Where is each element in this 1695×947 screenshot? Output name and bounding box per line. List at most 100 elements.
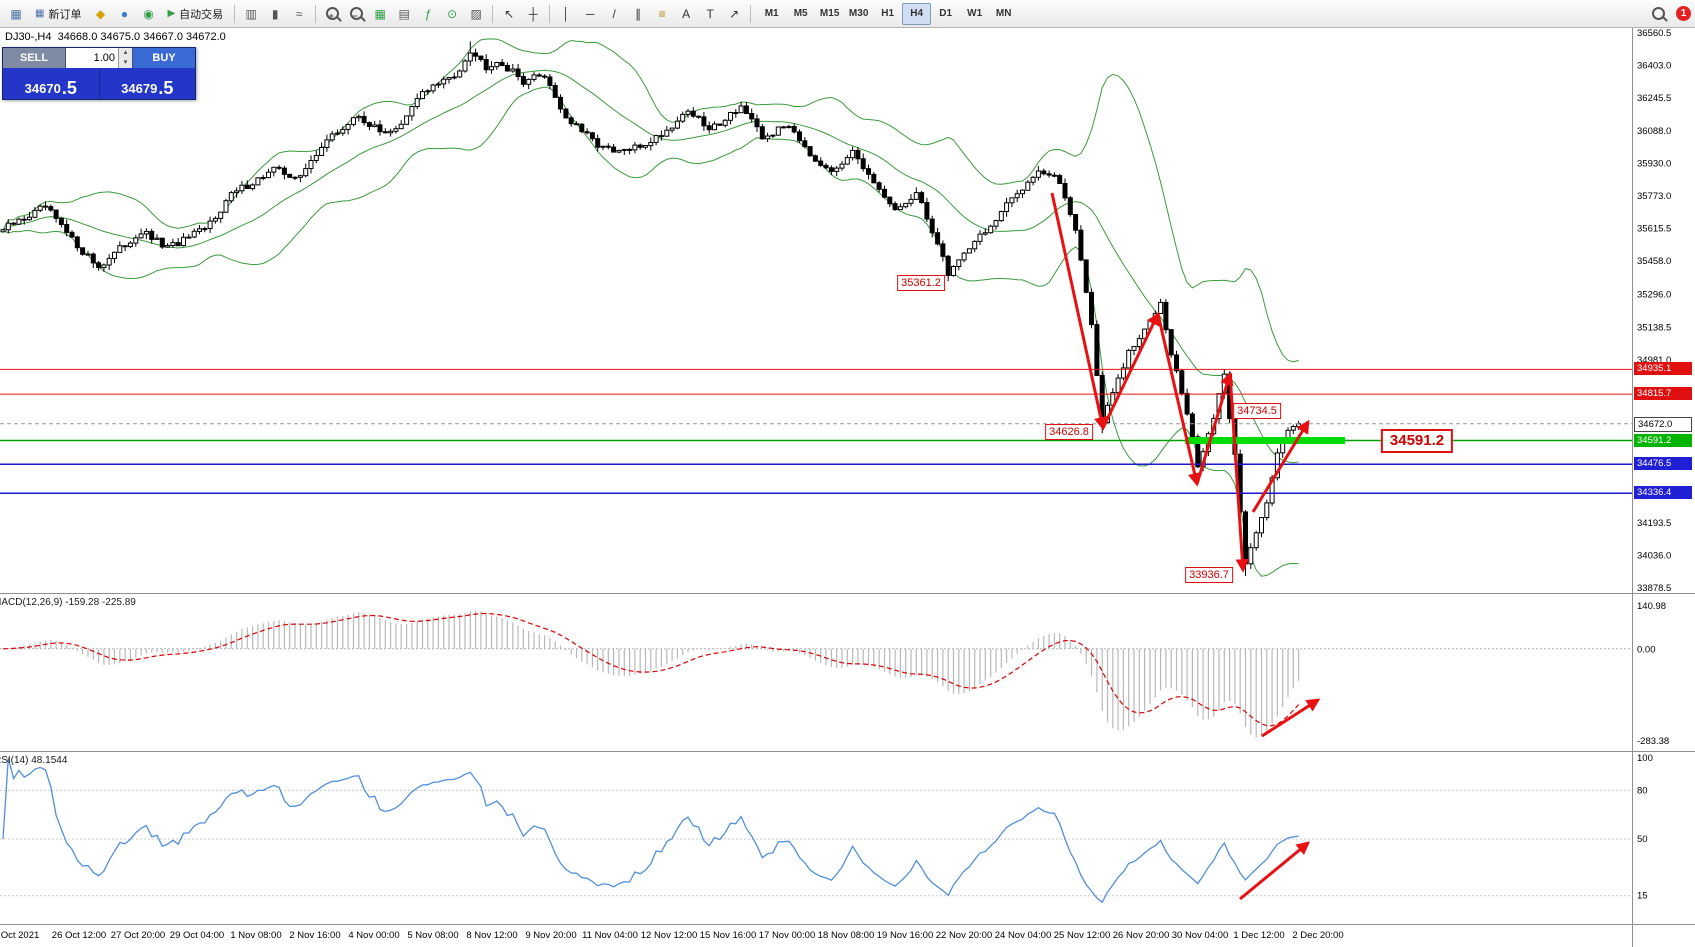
price-axis[interactable]: [1633, 28, 1695, 925]
timeframe-buttons: M1 M5 M15 M30 H1 H4 D1 W1 MN: [757, 2, 1018, 25]
sell-button[interactable]: SELL: [3, 48, 65, 68]
svg-text:34193.5: 34193.5: [1637, 518, 1671, 529]
line-chart-icon[interactable]: ≈: [295, 6, 303, 21]
svg-text:36245.5: 36245.5: [1637, 93, 1671, 104]
timeframe-d1[interactable]: D1: [939, 7, 953, 19]
svg-text:35458.0: 35458.0: [1637, 256, 1671, 267]
price-label[interactable]: 34626.8: [1045, 424, 1093, 440]
price-label[interactable]: 33936.7: [1185, 567, 1233, 583]
svg-text:19 Nov 16:00: 19 Nov 16:00: [877, 930, 934, 941]
price-axis-tag: 34476.5: [1634, 457, 1692, 471]
channel-icon[interactable]: ∥: [635, 6, 642, 21]
price-axis-tag: 34336.4: [1634, 486, 1692, 500]
toolbar-separator: [234, 4, 236, 23]
buy-button[interactable]: BUY: [133, 48, 195, 68]
candlestick-chart-icon[interactable]: ▮: [271, 6, 279, 21]
price-label-main[interactable]: 34591.2: [1380, 429, 1454, 453]
arrows-icon[interactable]: ↗: [729, 6, 740, 21]
svg-text:15: 15: [1637, 891, 1648, 902]
zoom-out-icon[interactable]: −: [344, 2, 368, 26]
autotrading-button-label: 自动交易: [179, 8, 224, 21]
market-icon[interactable]: ◉: [143, 6, 154, 21]
svg-text:36560.5: 36560.5: [1637, 28, 1671, 39]
timeframe-m30[interactable]: M30: [848, 7, 869, 19]
new-order-button-icon: ▦: [35, 8, 45, 19]
timeframe-w1[interactable]: W1: [967, 7, 983, 19]
svg-text:5 Nov 08:00: 5 Nov 08:00: [407, 930, 458, 941]
volume-increase-button[interactable]: [119, 48, 132, 58]
toolbar-separator: [549, 4, 551, 23]
horizontal-line-icon[interactable]: ─: [585, 6, 595, 21]
svg-text:35773.0: 35773.0: [1637, 191, 1671, 202]
fibonacci-icon[interactable]: ≡: [658, 6, 666, 21]
zoom-in-icon-glyph: +: [325, 6, 339, 21]
auto-arrange-icon[interactable]: ▤: [398, 6, 410, 21]
svg-text:100: 100: [1637, 753, 1653, 764]
vertical-line-icon[interactable]: │: [562, 6, 570, 21]
timeframe-h1[interactable]: H1: [881, 7, 895, 19]
expert-advisors-icon[interactable]: ◆: [95, 6, 106, 21]
autotrading-button-icon: ▶: [167, 8, 176, 19]
svg-text:Oct 2021: Oct 2021: [1, 930, 40, 941]
zoom-in-icon[interactable]: +: [320, 2, 344, 26]
toolbar-separator: [492, 4, 494, 23]
buy-price-main: 34679: [121, 81, 158, 96]
svg-text:50: 50: [1637, 834, 1648, 845]
svg-text:12 Nov 12:00: 12 Nov 12:00: [641, 930, 698, 941]
periods-icon[interactable]: ⊙: [447, 6, 458, 21]
svg-text:-283.38: -283.38: [1637, 736, 1669, 747]
time-axis[interactable]: [0, 925, 1632, 947]
svg-text:1 Nov 08:00: 1 Nov 08:00: [230, 930, 281, 941]
timeframe-m1[interactable]: M1: [764, 7, 779, 19]
svg-text:15 Nov 16:00: 15 Nov 16:00: [700, 930, 757, 941]
search-icon-glyph: [1651, 6, 1665, 20]
timeframe-h4[interactable]: H4: [902, 2, 932, 25]
notification-badge[interactable]: 1: [1676, 6, 1691, 21]
svg-text:35296.0: 35296.0: [1637, 290, 1671, 301]
volume-spinner: [118, 48, 132, 68]
buy-price[interactable]: 34679.5: [100, 68, 196, 99]
timeframe-m5[interactable]: M5: [793, 7, 808, 19]
indicators-icon[interactable]: ƒ: [424, 6, 432, 21]
svg-text:30 Nov 04:00: 30 Nov 04:00: [1172, 930, 1229, 941]
trendline-icon[interactable]: /: [612, 6, 616, 21]
bar-chart-icon[interactable]: ▥: [245, 6, 257, 21]
crosshair-icon[interactable]: ┼: [528, 6, 538, 21]
svg-text:9 Nov 20:00: 9 Nov 20:00: [525, 930, 576, 941]
svg-text:35615.5: 35615.5: [1637, 224, 1671, 235]
text-icon[interactable]: A: [682, 6, 691, 21]
svg-text:11 Nov 04:00: 11 Nov 04:00: [582, 930, 638, 941]
tile-windows-icon[interactable]: ▦: [374, 6, 386, 21]
svg-text:22 Nov 20:00: 22 Nov 20:00: [936, 930, 993, 941]
cursor-icon[interactable]: ↖: [504, 6, 515, 21]
svg-text:2 Nov 16:00: 2 Nov 16:00: [289, 930, 340, 941]
svg-text:34981.0: 34981.0: [1637, 355, 1671, 366]
autotrading-button[interactable]: ▶ 自动交易: [160, 2, 230, 26]
templates-icon[interactable]: ▨: [470, 6, 482, 21]
timeframe-m15[interactable]: M15: [819, 7, 840, 19]
price-label[interactable]: 34734.5: [1233, 403, 1281, 419]
macd-indicator-label: MACD(12,26,9) -159.28 -225.89: [0, 597, 136, 608]
volume-decrease-button[interactable]: [119, 58, 132, 68]
sell-price[interactable]: 34670.5: [3, 68, 100, 99]
volume-input[interactable]: [66, 48, 118, 68]
svg-text:8 Nov 12:00: 8 Nov 12:00: [466, 930, 517, 941]
svg-text:27 Oct 20:00: 27 Oct 20:00: [111, 930, 165, 941]
svg-text:1 Dec 12:00: 1 Dec 12:00: [1233, 930, 1284, 941]
svg-text:34036.0: 34036.0: [1637, 550, 1671, 561]
price-label[interactable]: 35361.2: [897, 275, 945, 291]
new-order-button[interactable]: ▦ 新订单: [28, 2, 88, 26]
timeframe-mn[interactable]: MN: [995, 7, 1012, 19]
svg-text:29 Oct 04:00: 29 Oct 04:00: [170, 930, 224, 941]
price-axis-tag: 34815.7: [1634, 387, 1692, 401]
chart-window-icon[interactable]: ▦: [10, 6, 22, 21]
label-icon[interactable]: T: [706, 6, 714, 21]
profile-icon[interactable]: ●: [120, 6, 129, 21]
svg-text:140.98: 140.98: [1637, 601, 1666, 612]
zoom-out-icon-sign: −: [352, 10, 358, 21]
svg-text:80: 80: [1637, 785, 1648, 796]
search-icon[interactable]: [1646, 2, 1670, 26]
svg-text:17 Nov 00:00: 17 Nov 00:00: [759, 930, 816, 941]
